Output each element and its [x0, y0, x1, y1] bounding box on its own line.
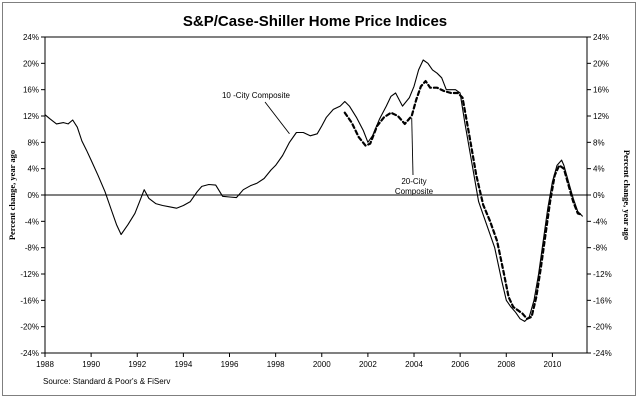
y-tick-label-right: 16% — [593, 86, 609, 95]
y-tick-label-right: 24% — [593, 33, 609, 42]
line-chart: S&P/Case-Shiller Home Price Indices 24%2… — [7, 13, 632, 386]
x-tick-label: 1994 — [174, 360, 192, 369]
x-tick-label: 1988 — [36, 360, 54, 369]
y-tick-label-left: 16% — [23, 86, 39, 95]
annotation-20-city-line: 20-City — [401, 177, 426, 186]
y-axis-right: 24% 20% 16% 12% 8% 4% 0% -4% -8% -12% -16% -20% -24% — [587, 33, 612, 358]
y-tick-label-right: 0% — [593, 191, 605, 200]
y-tick-label-left: -24% — [20, 349, 39, 358]
y-tick-label-right: -4% — [593, 217, 607, 226]
x-tick-label: 2002 — [359, 360, 377, 369]
y-tick-label-left: 12% — [23, 112, 39, 121]
y-tick-label-right: 12% — [593, 112, 609, 121]
y-tick-label-left: -20% — [20, 323, 39, 332]
x-tick-label: 1992 — [128, 360, 146, 369]
y-tick-label-right: 20% — [593, 59, 609, 68]
x-tick-label: 1990 — [82, 360, 100, 369]
chart-title: S&P/Case-Shiller Home Price Indices — [183, 13, 447, 30]
x-tick-label: 2000 — [313, 360, 331, 369]
y-tick-label-right: -20% — [593, 323, 612, 332]
x-tick-label: 1998 — [267, 360, 285, 369]
y-axis-title-left: Percent change, year ago — [7, 150, 17, 240]
annotation-20-city: 20-City Composite — [395, 177, 434, 196]
series-line-10-city — [44, 59, 583, 322]
y-tick-label-right: -24% — [593, 349, 612, 358]
y-tick-label-right: -8% — [593, 244, 607, 253]
y-tick-label-left: 24% — [23, 33, 39, 42]
series-group — [44, 59, 584, 322]
series-line-20-city — [343, 79, 584, 320]
y-axis-left: 24% 20% 16% 12% 8% 4% 0% -4% -8% -12% -16% -20% -24% — [20, 33, 45, 358]
x-tick-label: 1996 — [221, 360, 239, 369]
annotations: 10 -City Composite 20-City Composite — [222, 91, 434, 196]
y-tick-label-left: -4% — [25, 217, 39, 226]
x-tick-label: 2004 — [405, 360, 423, 369]
y-tick-label-left: 4% — [27, 165, 39, 174]
y-tick-label-left: -8% — [25, 244, 39, 253]
annotation-leader-10-city — [264, 101, 290, 135]
y-tick-label-right: -16% — [593, 296, 612, 305]
x-axis: 1988 1990 1992 1994 1996 1998 2000 2002 2004 2006… — [36, 353, 562, 369]
y-axis-title-right: Percent change, year ago — [622, 150, 632, 240]
y-tick-label-left: 0% — [27, 191, 39, 200]
y-tick-label-left: -16% — [20, 296, 39, 305]
y-tick-label-left: -12% — [20, 270, 39, 279]
source-note: Source: Standard & Poor's & FiServ — [43, 377, 170, 386]
y-tick-label-right: 8% — [593, 138, 605, 147]
y-tick-label-left: 20% — [23, 59, 39, 68]
chart-frame: S&P/Case-Shiller Home Price Indices 24% 2… — [2, 2, 636, 396]
annotation-leader-20-city — [411, 117, 414, 176]
annotation-10-city: 10 -City Composite — [222, 91, 291, 100]
y-tick-label-right: -12% — [593, 270, 612, 279]
x-tick-label: 2008 — [497, 360, 515, 369]
x-tick-label: 2006 — [451, 360, 469, 369]
annotation-20-city-line: Composite — [395, 187, 434, 196]
x-tick-label: 2010 — [544, 360, 562, 369]
y-tick-label-right: 4% — [593, 165, 605, 174]
y-tick-label-left: 8% — [27, 138, 39, 147]
